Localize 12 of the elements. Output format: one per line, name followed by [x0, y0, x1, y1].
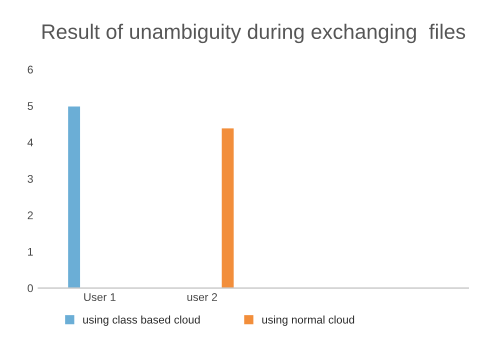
y-tick-label: 5	[28, 102, 33, 110]
y-tick-label: 6	[28, 66, 33, 74]
x-tick-label: User 1	[84, 293, 116, 302]
chart-title: Result of unambiguity during exchanging files	[42, 24, 466, 44]
y-tick-label: 0	[28, 284, 33, 292]
y-tick-label: 1	[28, 248, 33, 256]
y-tick-label: 4	[27, 138, 34, 146]
legend-label: using normal cloud	[262, 316, 354, 326]
legend-label: using class based cloud	[83, 316, 200, 326]
y-tick-label: 2	[28, 211, 33, 220]
y-tick-label: 3	[28, 174, 33, 183]
x-tick-label: user 2	[187, 293, 218, 302]
